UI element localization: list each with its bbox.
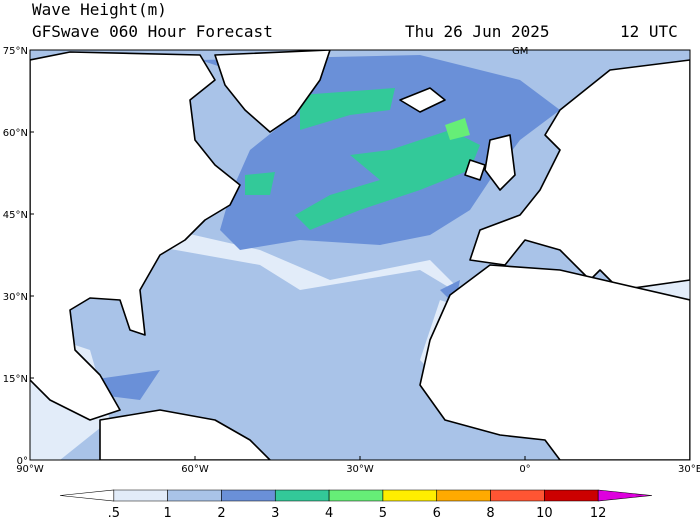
colorbar-label: .5	[108, 506, 120, 521]
colorbar-label: 3	[271, 506, 279, 521]
colorbar-swatch	[274, 489, 330, 502]
colorbar-label: 8	[486, 506, 494, 521]
lat-label: 45°N	[3, 210, 28, 221]
colorbar-label: 6	[433, 506, 441, 521]
colorbar-swatch	[59, 489, 115, 502]
colorbar-label: 4	[325, 506, 333, 521]
lat-label: 30°N	[3, 292, 28, 303]
colorbar-label: 2	[217, 506, 225, 521]
colorbar-label: 10	[536, 506, 553, 521]
date: Thu 26 Jun 2025	[405, 22, 550, 41]
lat-label: 75°N	[3, 46, 28, 57]
colorbar-swatch	[382, 489, 438, 502]
time: 12 UTC	[620, 22, 678, 41]
europe	[469, 59, 690, 291]
title: Wave Height(m)	[32, 0, 167, 19]
rough-seas	[245, 88, 480, 230]
very-rough-seas	[445, 118, 470, 140]
colorbar-swatch	[221, 489, 276, 502]
meridian-label: GM	[512, 46, 528, 57]
colorbar-swatch	[436, 489, 491, 502]
iceland	[399, 87, 446, 113]
lon-label: 30°W	[346, 464, 374, 475]
colorbar-swatch	[328, 489, 384, 502]
south-america	[99, 409, 271, 460]
subtitle: GFSwave 060 Hour Forecast	[32, 22, 273, 41]
colorbar-label: 1	[163, 506, 171, 521]
colorbar-swatch	[167, 489, 222, 502]
lon-label: 30°E	[678, 464, 700, 475]
north-america	[30, 51, 241, 421]
colorbar-label: 12	[590, 506, 607, 521]
lat-label: 15°N	[3, 374, 28, 385]
colorbar-label: 5	[379, 506, 387, 521]
colorbar-swatch	[597, 489, 653, 502]
africa	[419, 264, 690, 460]
lat-label: 0°	[17, 456, 28, 467]
lon-label: 60°W	[181, 464, 209, 475]
british-isles	[464, 134, 516, 191]
lon-label: 90°W	[16, 464, 44, 475]
lon-label: 0°	[519, 464, 530, 475]
map	[30, 50, 690, 460]
colorbar-swatch	[490, 489, 545, 502]
colorbar-swatch	[113, 489, 168, 502]
colorbar-swatch	[544, 489, 599, 502]
greenland	[214, 50, 331, 133]
lat-label: 60°N	[3, 128, 28, 139]
